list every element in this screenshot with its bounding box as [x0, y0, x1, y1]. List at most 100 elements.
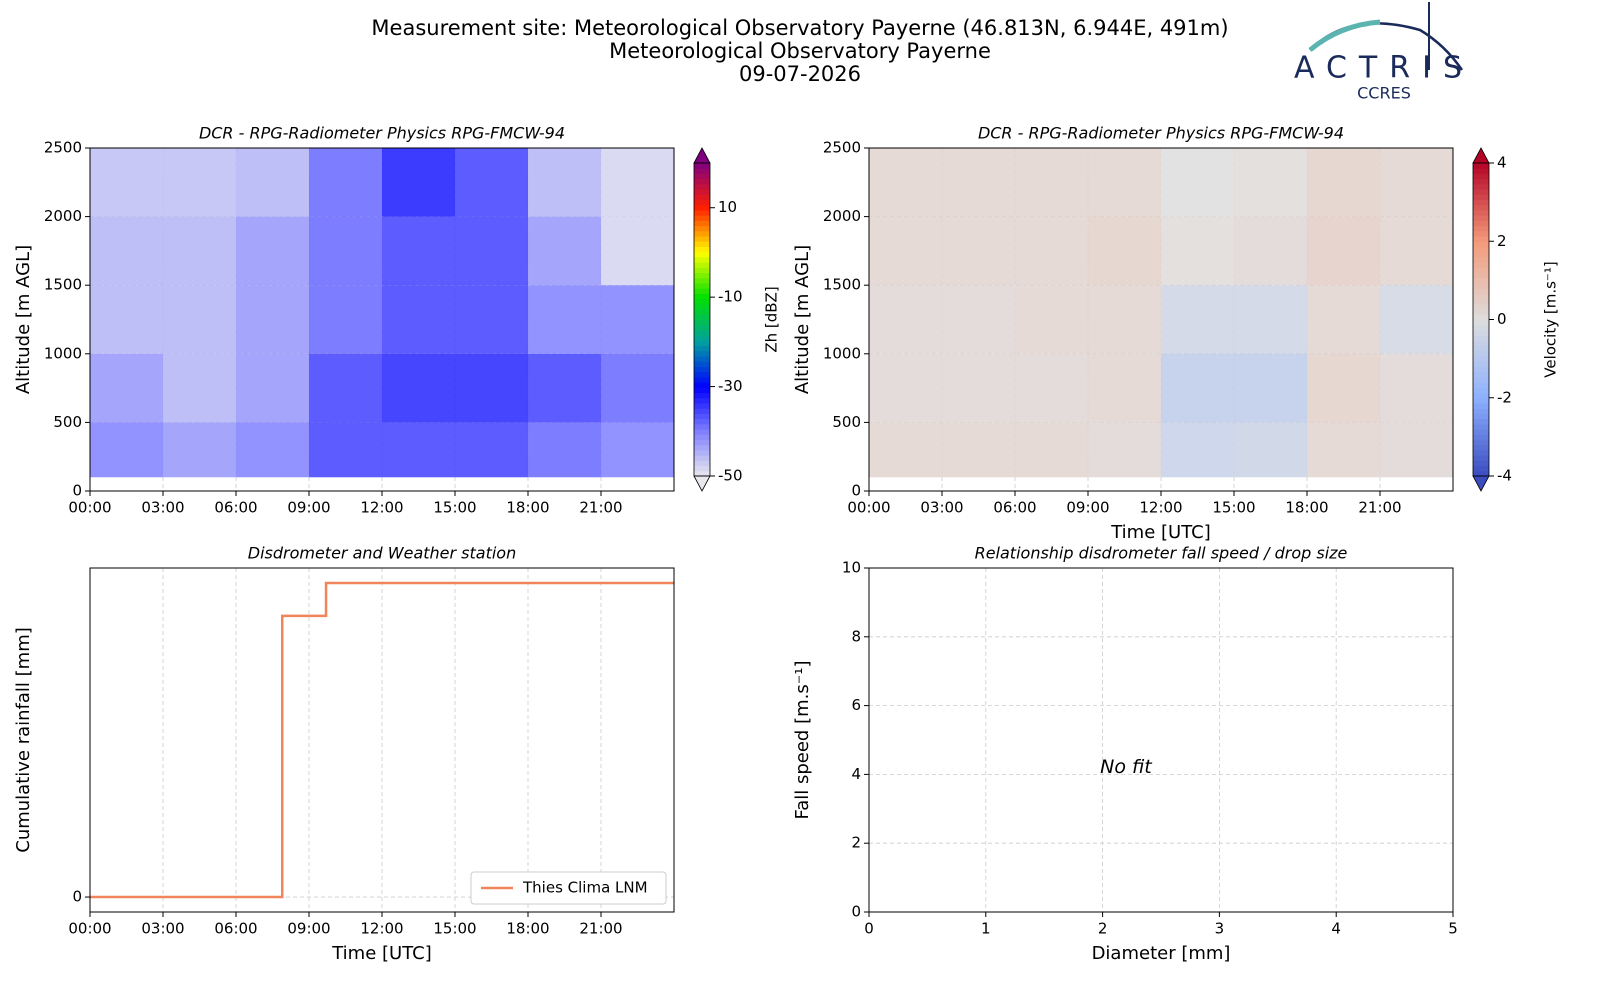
x-tick-label: 3 — [1215, 920, 1225, 938]
x-tick-label: 21:00 — [1358, 499, 1401, 517]
colorbar-segment — [1473, 293, 1489, 300]
x-tick-label: 06:00 — [214, 499, 257, 517]
heatmap-cell — [455, 285, 528, 354]
colorbar-segment — [1473, 439, 1489, 446]
colorbar-segment — [1473, 444, 1489, 451]
colorbar-tick-label: -4 — [1497, 467, 1512, 485]
colorbar-segment — [694, 392, 710, 399]
x-tick-label: 18:00 — [506, 499, 549, 517]
colorbar-segment — [694, 470, 710, 477]
x-tick-label: 12:00 — [1139, 499, 1182, 517]
x-tick-label: 09:00 — [287, 920, 330, 938]
heatmap-cell — [869, 422, 942, 478]
colorbar-segment — [1473, 460, 1489, 467]
line — [90, 581, 674, 899]
colorbar-segment — [1473, 376, 1489, 383]
colorbar-segment — [1473, 272, 1489, 279]
x-axis-label: Time [UTC] — [1110, 522, 1211, 543]
heatmap-cell — [455, 422, 528, 478]
colorbar-segment — [1473, 178, 1489, 185]
x-tick-label: 1 — [981, 920, 991, 938]
heatmap-cell — [1161, 422, 1234, 478]
colorbar-segment — [1473, 298, 1489, 305]
colorbar-segment — [1473, 199, 1489, 206]
colorbar-segment — [1473, 429, 1489, 435]
heatmap-cell — [528, 148, 601, 217]
colorbar-segment — [694, 225, 710, 232]
heatmap-cell — [942, 148, 1015, 217]
colorbar-segment — [694, 251, 710, 258]
colorbar-segment — [694, 449, 710, 456]
colorbar-label: Velocity [m.s⁻¹] — [1542, 261, 1560, 377]
colorbar-segment — [694, 309, 710, 315]
heatmap-cell — [1088, 285, 1161, 354]
heatmap-cell — [528, 216, 601, 286]
heatmap-cell — [163, 148, 236, 217]
colorbar-segment — [694, 183, 710, 190]
colorbar-segment — [694, 361, 710, 367]
heatmap-cell — [309, 285, 382, 354]
colorbar-segment — [1473, 455, 1489, 461]
heatmap-cell — [1088, 148, 1161, 217]
colorbar-segment — [694, 376, 710, 383]
plot-frame — [89, 147, 675, 492]
colorbar-segment — [1473, 335, 1489, 341]
x-tick-label: 12:00 — [360, 920, 403, 938]
plot-title: DCR - RPG-Radiometer Physics RPG-FMCW-94 — [978, 124, 1344, 143]
y-tick-label: 2500 — [823, 139, 861, 157]
x-axis-label: Diameter [mm] — [1092, 943, 1231, 964]
colorbar-segment — [694, 329, 710, 336]
colorbar-segment — [1473, 236, 1489, 242]
colorbar-segment — [1473, 173, 1489, 180]
colorbar-segment — [1473, 324, 1489, 331]
colorbar-segment — [694, 262, 710, 268]
colorbar-segment — [694, 215, 710, 221]
colorbar-segment — [694, 408, 710, 414]
x-tick-label: 18:00 — [1285, 499, 1328, 517]
logo-subtitle: CCRES — [1357, 84, 1411, 103]
colorbar-segment — [1473, 319, 1489, 326]
colorbar-segment — [694, 209, 710, 216]
colorbar-extend — [1472, 147, 1490, 164]
heatmap-cell — [1015, 148, 1088, 217]
heatmap-cell — [236, 353, 309, 423]
colorbar-tick-label: -50 — [718, 467, 743, 485]
colorbar-segment — [1473, 168, 1489, 174]
colorbar-segment — [1473, 309, 1489, 315]
colorbar-segment — [1473, 387, 1489, 394]
colorbar-segment — [694, 371, 710, 378]
colorbar-segment — [694, 460, 710, 467]
header-title: 09-07-2026 — [739, 62, 861, 86]
y-tick-label: 0 — [72, 482, 82, 500]
heatmap-cell — [1161, 285, 1234, 354]
colorbar-segment — [1473, 434, 1489, 440]
colorbar-segment — [694, 314, 710, 320]
heatmap-cell — [1088, 422, 1161, 478]
heatmap-cell — [942, 285, 1015, 354]
colorbar-segment — [694, 230, 710, 237]
colorbar-segment — [1473, 350, 1489, 357]
heatmap-cell — [382, 285, 455, 354]
heatmap-cell — [528, 353, 601, 423]
y-tick-label: 2000 — [44, 207, 82, 225]
x-axis-label: Time [UTC] — [331, 943, 432, 964]
colorbar-segment — [1473, 340, 1489, 347]
heatmap-cell — [601, 285, 674, 354]
colorbar-segment — [1473, 209, 1489, 216]
y-tick-label: 4 — [851, 765, 861, 783]
heatmap-cell — [528, 422, 601, 478]
x-tick-label: 00:00 — [68, 499, 111, 517]
colorbar-segment — [1473, 470, 1489, 477]
x-tick-label: 18:00 — [506, 920, 549, 938]
heatmap-cell — [1307, 216, 1380, 286]
y-axis-label: Altitude [m AGL] — [13, 245, 34, 394]
logo-arc — [1308, 19, 1381, 52]
heatmap-cell — [309, 353, 382, 423]
colorbar-segment — [694, 439, 710, 446]
colorbar-segment — [1473, 413, 1489, 420]
logo-name: ACTRIS — [1294, 51, 1474, 86]
colorbar-segment — [694, 429, 710, 435]
plot-title: DCR - RPG-Radiometer Physics RPG-FMCW-94 — [199, 124, 565, 143]
y-tick-label: 1500 — [823, 276, 861, 294]
